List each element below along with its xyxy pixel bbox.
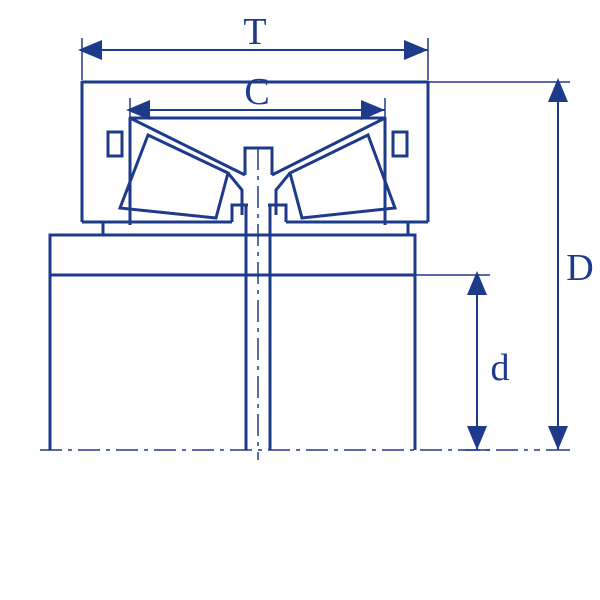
raceways [103, 118, 408, 222]
dimension-d: d [415, 275, 510, 450]
dimension-D: D [428, 82, 594, 450]
bore [246, 148, 270, 460]
label-d: d [491, 347, 510, 389]
label-D: D [566, 247, 593, 289]
label-C: C [244, 71, 269, 113]
dimension-T: T [82, 11, 428, 80]
label-T: T [243, 11, 266, 53]
inner-body [50, 222, 415, 450]
dimension-C: C [130, 71, 385, 118]
bearing-cross-section-diagram: T C D d [0, 0, 600, 600]
